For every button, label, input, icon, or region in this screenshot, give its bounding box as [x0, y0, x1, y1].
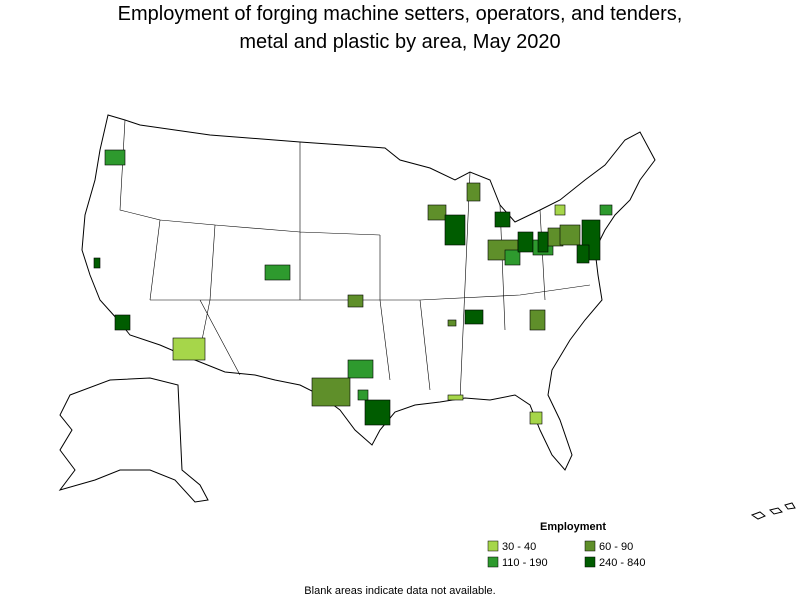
shaded-area: [93, 257, 101, 269]
shaded-area: [311, 377, 351, 407]
legend-swatch: [584, 556, 596, 568]
legend-title: Employment: [540, 521, 606, 533]
shaded-area: [364, 399, 391, 426]
legend-label: 60 - 90: [599, 541, 633, 553]
shaded-area: [466, 182, 481, 202]
contiguous-us: [81, 114, 656, 471]
shaded-area: [427, 204, 447, 221]
legend-swatch: [487, 540, 499, 552]
shaded-area: [529, 411, 543, 425]
shaded-areas: [93, 149, 613, 426]
footnote: Blank areas indicate data not available.: [304, 585, 495, 597]
shaded-area: [599, 204, 613, 216]
legend-label: 30 - 40: [502, 541, 536, 553]
hawaii: [750, 502, 796, 520]
shaded-area: [347, 294, 364, 308]
legend-label: 240 - 840: [599, 557, 645, 569]
shaded-area: [357, 389, 369, 401]
title-line-1: Employment of forging machine setters, o…: [118, 3, 683, 25]
shaded-area: [172, 337, 206, 361]
shaded-area: [447, 319, 457, 327]
shaded-area: [576, 244, 590, 264]
alaska: [58, 377, 209, 503]
shaded-area: [559, 224, 581, 246]
shaded-area: [517, 231, 534, 253]
shaded-area: [264, 264, 291, 281]
shaded-area: [444, 214, 466, 246]
title-line-2: metal and plastic by area, May 2020: [239, 31, 560, 53]
legend-label: 110 - 190: [502, 557, 548, 569]
shaded-area: [529, 309, 546, 331]
shaded-area: [494, 211, 511, 228]
shaded-area: [447, 394, 464, 401]
shaded-area: [114, 314, 131, 331]
shaded-area: [464, 309, 484, 325]
shaded-area: [347, 359, 374, 379]
shaded-area: [537, 231, 549, 253]
shaded-area: [504, 249, 521, 266]
shaded-area: [104, 149, 126, 166]
us-map: [58, 114, 796, 520]
legend-swatch: [487, 556, 499, 568]
legend-swatch: [584, 540, 596, 552]
legend: 30 - 40 110 - 190 60 - 90 240 - 840: [487, 540, 645, 569]
shaded-area: [554, 204, 566, 216]
